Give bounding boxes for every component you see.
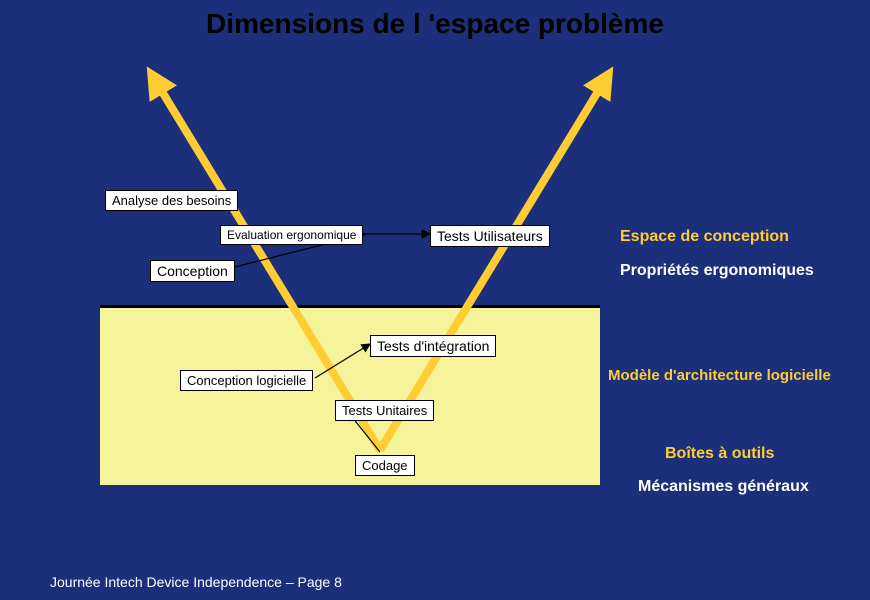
label-meca: Mécanismes généraux <box>638 478 809 496</box>
box-tests-uni: Tests Unitaires <box>335 400 434 421</box>
label-espace: Espace de conception <box>620 228 789 246</box>
box-codage: Codage <box>355 455 415 476</box>
yellow-zone <box>100 305 600 485</box>
slide-title: Dimensions de l 'espace problème <box>0 8 870 40</box>
slide: Dimensions de l 'espace problème Analyse… <box>0 0 870 600</box>
box-conception: Conception <box>150 260 235 282</box>
box-tests-int: Tests d'intégration <box>370 335 496 357</box>
slide-footer: Journée Intech Device Independence – Pag… <box>50 574 342 590</box>
box-eval: Evaluation ergonomique <box>220 225 363 245</box>
box-tests-util: Tests Utilisateurs <box>430 225 550 247</box>
box-analyse: Analyse des besoins <box>105 190 238 211</box>
label-boites: Boîtes à outils <box>665 445 774 463</box>
box-conc-log: Conception logicielle <box>180 370 313 391</box>
label-props: Propriétés ergonomiques <box>620 262 814 280</box>
v-diagram-svg <box>0 0 870 600</box>
label-modele: Modèle d'architecture logicielle <box>608 367 831 384</box>
